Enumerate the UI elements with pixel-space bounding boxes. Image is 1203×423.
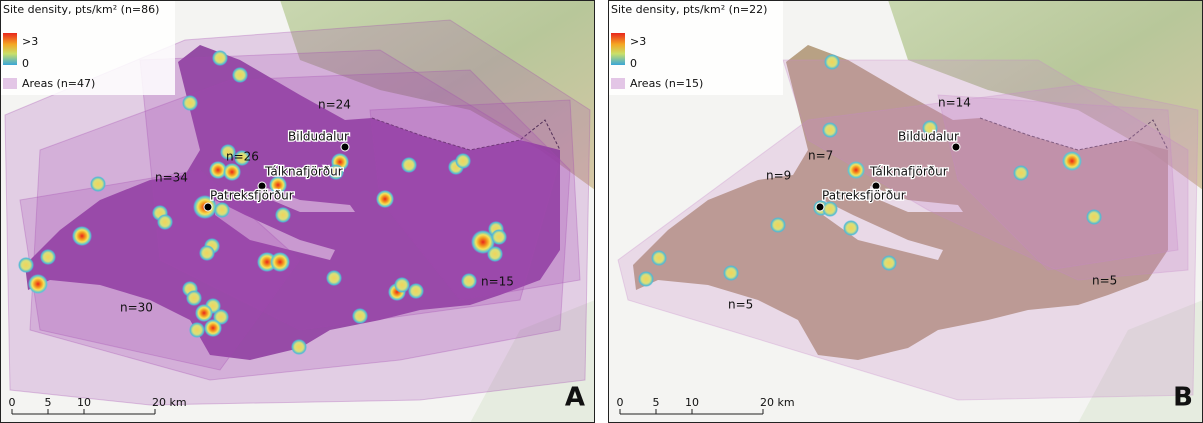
town-dot xyxy=(204,203,212,211)
area-label: n=7 xyxy=(808,149,833,163)
site-hotspot xyxy=(638,271,654,287)
town-dot xyxy=(341,143,349,151)
town-name: Patreksfjörður xyxy=(822,189,906,203)
area-label: n=30 xyxy=(120,301,153,315)
site-hotspot xyxy=(189,322,205,338)
site-hotspot xyxy=(1086,209,1102,225)
panel-letter: B xyxy=(1173,383,1193,413)
site-hotspot xyxy=(72,226,92,246)
site-hotspot xyxy=(723,265,739,281)
site-hotspot xyxy=(40,249,56,265)
site-hotspot xyxy=(195,304,213,322)
site-hotspot xyxy=(847,161,865,179)
site-hotspot xyxy=(326,270,342,286)
town-dot xyxy=(816,203,824,211)
town-name: Tálknafjörður xyxy=(869,165,948,179)
site-hotspot xyxy=(212,50,228,66)
site-hotspot xyxy=(204,319,222,337)
legend-areas: Areas (n=15) xyxy=(630,77,703,90)
site-hotspot xyxy=(455,153,471,169)
town-name: Bildudalur xyxy=(288,130,349,144)
site-hotspot xyxy=(881,255,897,271)
area-label: n=9 xyxy=(766,169,791,183)
area-label: n=14 xyxy=(938,96,971,110)
area-label: n=15 xyxy=(481,275,514,289)
scale-label: 5 xyxy=(653,396,660,409)
legend-high: >3 xyxy=(22,35,38,48)
legend-low: 0 xyxy=(630,57,637,70)
map-panel: Site density, pts/km² (n=22) >3 0 Areas (n=… xyxy=(608,0,1203,423)
site-hotspot xyxy=(352,308,368,324)
site-hotspot xyxy=(487,246,503,262)
site-hotspot xyxy=(232,67,248,83)
area-label: n=26 xyxy=(226,150,259,164)
site-hotspot xyxy=(157,214,173,230)
area-label: n=5 xyxy=(1092,274,1117,288)
site-hotspot xyxy=(376,190,394,208)
site-hotspot xyxy=(90,176,106,192)
scale-label: 10 xyxy=(77,396,91,409)
legend-high: >3 xyxy=(630,35,646,48)
town-name: Tálknafjörður xyxy=(264,165,343,179)
scale-label: 10 xyxy=(685,396,699,409)
panel-letter: A xyxy=(565,383,585,413)
area-label: n=34 xyxy=(155,171,188,185)
town-dot xyxy=(952,143,960,151)
legend-low: 0 xyxy=(22,57,29,70)
site-hotspot xyxy=(401,157,417,173)
site-hotspot xyxy=(291,339,307,355)
map-panel: Site density, pts/km² (n=86) >3 0 Areas (n=… xyxy=(0,0,595,423)
site-hotspot xyxy=(182,95,198,111)
site-hotspot xyxy=(822,201,838,217)
legend-ramp xyxy=(3,33,17,65)
site-hotspot xyxy=(461,273,477,289)
legend-area-swatch xyxy=(611,78,625,89)
legend-title: Site density, pts/km² (n=22) xyxy=(611,3,767,16)
site-hotspot xyxy=(223,163,241,181)
area-label: n=5 xyxy=(728,298,753,312)
site-hotspot xyxy=(1013,165,1029,181)
site-hotspot xyxy=(394,277,410,293)
site-hotspot xyxy=(843,220,859,236)
site-hotspot xyxy=(491,229,507,245)
legend-areas: Areas (n=47) xyxy=(22,77,95,90)
site-hotspot xyxy=(28,274,48,294)
legend-area-swatch xyxy=(3,78,17,89)
town-name: Patreksfjörður xyxy=(210,189,294,203)
area-label: n=24 xyxy=(318,98,351,112)
site-hotspot xyxy=(270,252,290,272)
site-hotspot xyxy=(18,257,34,273)
site-hotspot xyxy=(824,54,840,70)
town-name: Bildudalur xyxy=(898,130,959,144)
legend-title: Site density, pts/km² (n=86) xyxy=(3,3,159,16)
legend-ramp xyxy=(611,33,625,65)
scale-label: 20 km xyxy=(760,396,795,409)
site-hotspot xyxy=(651,250,667,266)
site-hotspot xyxy=(822,122,838,138)
site-hotspot xyxy=(214,202,230,218)
scale-label: 0 xyxy=(617,396,624,409)
site-hotspot xyxy=(275,207,291,223)
site-hotspot xyxy=(186,290,202,306)
scale-label: 0 xyxy=(9,396,16,409)
site-hotspot xyxy=(770,217,786,233)
site-hotspot xyxy=(408,283,424,299)
scale-label: 20 km xyxy=(152,396,187,409)
scale-label: 5 xyxy=(45,396,52,409)
site-hotspot xyxy=(199,245,215,261)
figure: Site density, pts/km² (n=86) >3 0 Areas (n=… xyxy=(0,0,1203,423)
site-hotspot xyxy=(1062,151,1082,171)
